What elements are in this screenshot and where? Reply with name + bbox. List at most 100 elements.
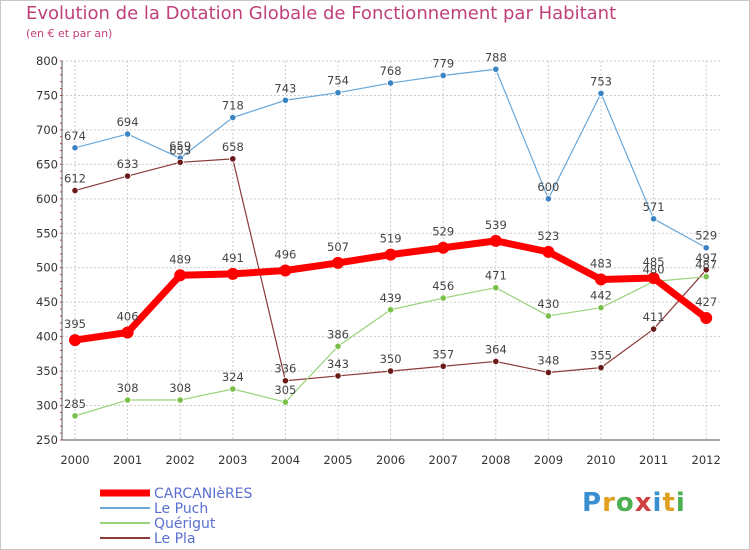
logo-letter: i: [675, 488, 686, 518]
data-label: 308: [169, 381, 191, 395]
legend-label: CARCANIèRES: [154, 486, 253, 502]
data-label: 348: [537, 353, 559, 367]
data-label: 612: [64, 172, 86, 186]
legend-label: Le Pla: [154, 531, 196, 547]
data-point: [71, 412, 79, 420]
data-point: [124, 172, 132, 180]
data-point: [439, 71, 447, 80]
logo-letter: P: [582, 488, 603, 518]
logo-letter: r: [602, 488, 616, 518]
x-tick-label: 2001: [113, 453, 142, 467]
y-tick-label: 300: [36, 399, 58, 413]
data-label: 788: [485, 50, 507, 64]
data-point: [229, 385, 237, 393]
x-tick-label: 2006: [376, 453, 405, 467]
data-label: 456: [432, 279, 454, 293]
data-point: [492, 357, 500, 366]
data-label: 768: [380, 64, 402, 78]
data-point: [334, 89, 342, 97]
data-label: 442: [590, 289, 612, 303]
data-label: 694: [117, 115, 139, 129]
data-point: [649, 215, 658, 223]
x-tick-label: 2010: [586, 453, 615, 467]
data-point: [176, 158, 184, 166]
logo-letter: i: [652, 488, 663, 518]
data-label: 633: [117, 157, 139, 171]
data-point: [702, 266, 710, 274]
legend-label: Le Puch: [154, 501, 208, 517]
data-point: [124, 396, 132, 404]
data-point: [71, 144, 79, 152]
data-label: 529: [695, 229, 717, 243]
data-label: 411: [643, 310, 665, 324]
data-label: 539: [485, 218, 507, 232]
data-point: [334, 342, 342, 350]
data-label: 487: [695, 258, 717, 272]
data-label: 653: [169, 143, 191, 157]
x-tick-label: 2008: [481, 453, 510, 467]
data-point: [279, 264, 292, 277]
chart-title: Evolution de la Dotation Globale de Fonc…: [26, 3, 617, 24]
data-label: 343: [327, 357, 349, 371]
data-label: 718: [222, 99, 244, 113]
data-point: [597, 304, 605, 312]
data-point: [597, 89, 605, 97]
data-label: 659: [169, 139, 191, 153]
data-label: 485: [643, 255, 665, 269]
data-point: [386, 306, 395, 314]
data-label: 336: [274, 362, 296, 376]
data-point: [176, 396, 184, 404]
data-label: 489: [169, 252, 191, 266]
data-point: [647, 272, 660, 285]
y-tick-label: 500: [36, 261, 58, 275]
data-label: 439: [380, 291, 402, 305]
data-point: [174, 269, 187, 282]
data-label: 480: [643, 263, 665, 277]
data-label: 523: [537, 229, 559, 243]
data-point: [386, 79, 395, 87]
y-tick-label: 550: [36, 226, 58, 240]
x-tick-label: 2002: [166, 453, 195, 467]
x-tick-label: 2012: [692, 453, 721, 467]
data-label: 364: [485, 342, 507, 356]
data-label: 743: [274, 81, 296, 95]
data-point: [229, 155, 237, 163]
data-point: [489, 234, 502, 247]
data-label: 754: [327, 74, 349, 88]
x-tick-label: 2004: [271, 453, 300, 467]
data-point: [229, 113, 237, 122]
data-label: 308: [117, 381, 139, 395]
y-tick-label: 650: [36, 157, 58, 171]
data-label: 395: [64, 317, 86, 331]
data-label: 350: [380, 352, 402, 366]
data-point: [281, 377, 289, 385]
logo-letter: o: [615, 488, 635, 518]
data-point: [649, 325, 658, 333]
data-label: 427: [695, 295, 717, 309]
y-tick-label: 350: [36, 364, 58, 378]
chart-subtitle: (en € et par an): [26, 27, 113, 40]
data-label: 529: [432, 225, 454, 239]
y-tick-label: 700: [36, 123, 58, 137]
data-label: 753: [590, 74, 612, 88]
data-label: 491: [222, 251, 244, 265]
data-point: [595, 273, 607, 286]
data-point: [702, 244, 710, 252]
data-point: [332, 256, 344, 269]
y-tick-label: 400: [36, 330, 58, 344]
data-point: [542, 245, 555, 258]
data-label: 305: [274, 383, 296, 397]
proxiti-logo: Proxiti: [582, 488, 686, 518]
data-point: [544, 312, 553, 320]
data-point: [702, 273, 710, 281]
data-point: [384, 248, 397, 261]
data-label: 600: [537, 180, 559, 194]
data-label: 386: [327, 327, 349, 341]
data-point: [492, 284, 500, 292]
y-tick-label: 600: [36, 192, 58, 206]
x-tick-label: 2007: [429, 453, 458, 467]
data-label: 483: [590, 256, 612, 270]
data-point: [439, 362, 447, 370]
logo-letter: x: [634, 488, 653, 518]
data-point: [71, 186, 79, 195]
